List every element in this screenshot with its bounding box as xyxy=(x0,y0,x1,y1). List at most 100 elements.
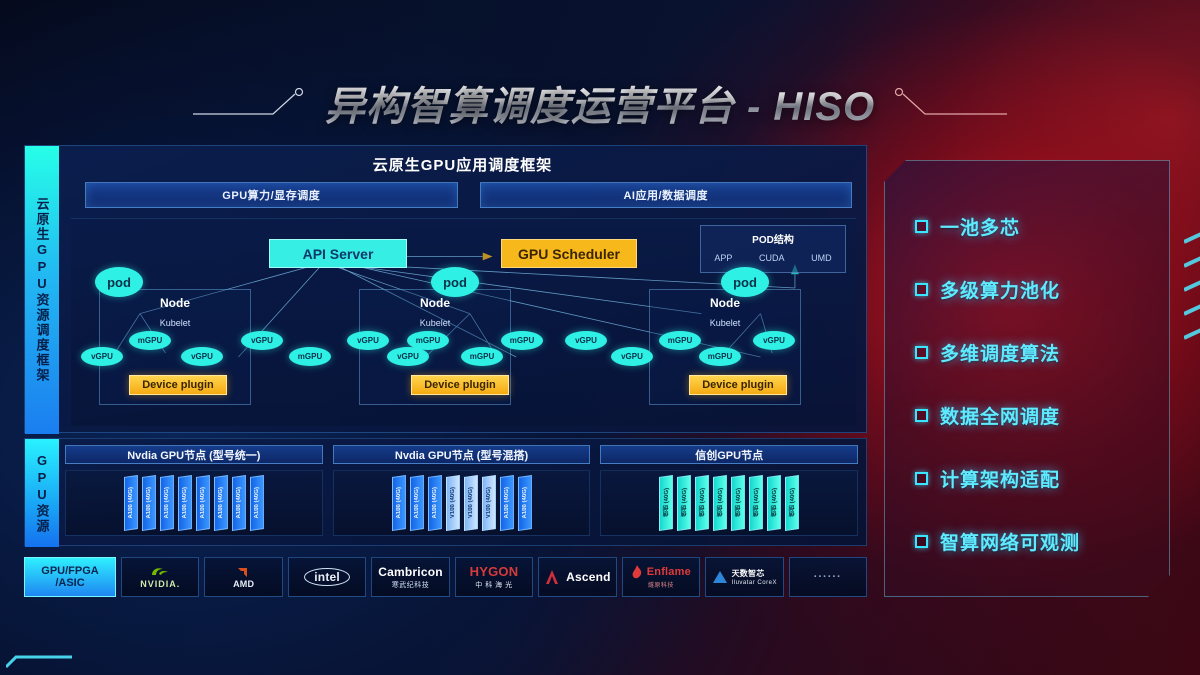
gpu-scheduler-box[interactable]: GPU Scheduler xyxy=(501,239,637,268)
gpu-card: 信创 (40G) xyxy=(695,475,710,531)
mgpu-chip-2-3[interactable]: mGPU xyxy=(461,347,503,366)
checkbox-icon xyxy=(915,472,928,485)
mgpu-chip-3-2[interactable]: mGPU xyxy=(659,331,701,350)
framework-vertical-label: 云原生GPU资源调度框架 xyxy=(25,146,59,434)
cloud-native-framework-panel: 云原生GPU资源调度框架 云原生GPU应用调度框架 GPU算力/显存调度 AI应… xyxy=(24,145,867,434)
gpu-card: A100 (40G) xyxy=(123,475,138,531)
vendor-logo-intel[interactable]: intel xyxy=(287,557,367,597)
vendor-name-intel: intel xyxy=(304,568,350,586)
gpu-card-label: 信创 (40G) xyxy=(699,487,706,518)
gpu-card-label: 信创 (40G) xyxy=(771,487,778,518)
gpu-card-label: A100 (40G) xyxy=(431,486,438,520)
gpu-card-label: A100 (40G) xyxy=(521,486,528,520)
feature-item-3[interactable]: 多维调度算法 xyxy=(915,321,1169,384)
device-plugin-1[interactable]: Device plugin xyxy=(129,375,227,395)
gpu-card-label: A100 (40G) xyxy=(145,486,152,520)
vendor-name-iluvatar: 天数智芯 xyxy=(731,569,765,578)
pod-ellipse-2[interactable]: pod xyxy=(431,267,479,297)
gpu-group-title-3: 信创GPU节点 xyxy=(600,445,859,464)
gpu-card: 信创 (40G) xyxy=(677,475,692,531)
api-server-box[interactable]: API Server xyxy=(269,239,407,268)
feature-highlights-panel: 一池多芯 多级算力池化 多维调度算法 数据全网调度 计算架构适配 智算网络可观测 xyxy=(884,160,1170,597)
vgpu-chip-3-5[interactable]: vGPU xyxy=(753,331,795,350)
gpu-node-groups: Nvdia GPU节点 (型号统一) A100 (40G) A100 (40G) A… xyxy=(65,445,859,539)
vendor-label-line2: /ASIC xyxy=(55,577,85,589)
gpu-card-label: 信创 (40G) xyxy=(717,487,724,518)
gpu-resource-vertical-label: GPU资源 xyxy=(25,439,59,547)
mgpu-chip-1-5[interactable]: mGPU xyxy=(289,347,331,366)
vendor-logo-amd[interactable]: AMD xyxy=(204,557,283,597)
gpu-card: A100 (40G) xyxy=(391,475,406,531)
gpu-card: A100 (40G) xyxy=(499,475,514,531)
vendor-name-cambricon: Cambricon xyxy=(378,564,443,579)
page-title: 异构智算调度运营平台 - HISO xyxy=(325,74,875,132)
gpu-node-group-3: 信创GPU节点 信创 (40G) 信创 (40G) 信创 (40G) 信创 (40G)… xyxy=(600,445,859,539)
vendor-category-label: GPU/FPGA /ASIC xyxy=(24,557,116,597)
mgpu-chip-2-5[interactable]: mGPU xyxy=(501,331,543,350)
nvidia-eye-icon xyxy=(149,566,171,579)
feature-item-5[interactable]: 计算架构适配 xyxy=(915,447,1169,510)
amd-arrow-icon xyxy=(236,566,252,579)
vgpu-chip-2-1[interactable]: vGPU xyxy=(347,331,389,350)
mgpu-chip-3-4[interactable]: mGPU xyxy=(699,347,741,366)
device-plugin-2[interactable]: Device plugin xyxy=(411,375,509,395)
pod-structure-title: POD结构 xyxy=(752,235,794,246)
vendor-logo-cambricon[interactable]: Cambricon 寒武纪科技 xyxy=(371,557,450,597)
feature-label-5: 计算架构适配 xyxy=(940,470,1061,491)
enflame-flame-icon: Enflame xyxy=(631,565,691,579)
gpu-card: 信创 (40G) xyxy=(713,475,728,531)
scheduling-bar-ai[interactable]: AI应用/数据调度 xyxy=(479,182,852,208)
gpu-card: V100 (40G) xyxy=(445,475,460,531)
feature-item-6[interactable]: 智算网络可观测 xyxy=(915,510,1169,573)
vendor-sub-cambricon: 寒武纪科技 xyxy=(391,581,430,589)
gpu-card-label: A100 (40G) xyxy=(217,486,224,520)
vgpu-chip-1-3[interactable]: vGPU xyxy=(181,347,223,366)
vendor-name-enflame: Enflame xyxy=(646,566,691,578)
device-plugin-3[interactable]: Device plugin xyxy=(689,375,787,395)
gpu-card-label: A100 (40G) xyxy=(253,486,260,520)
checkbox-icon xyxy=(915,220,928,233)
gpu-node-group-1: Nvdia GPU节点 (型号统一) A100 (40G) A100 (40G) A… xyxy=(65,445,323,539)
gpu-card: A100 (40G) xyxy=(159,475,174,531)
panel-corner-decoration xyxy=(6,655,72,669)
vgpu-chip-3-1[interactable]: vGPU xyxy=(565,331,607,350)
title-right-decoration xyxy=(889,88,1009,118)
gpu-card: 信创 (40G) xyxy=(785,475,800,531)
feature-label-3: 多维调度算法 xyxy=(940,344,1061,365)
checkbox-icon xyxy=(915,283,928,296)
pod-ellipse-1[interactable]: pod xyxy=(95,267,143,297)
gpu-card-label: 信创 (40G) xyxy=(681,487,688,518)
vendor-logo-nvidia[interactable]: NVIDIA. xyxy=(121,557,200,597)
vendor-name-more: ······ xyxy=(813,571,842,583)
vgpu-chip-1-1[interactable]: vGPU xyxy=(81,347,123,366)
gpu-card-label: A100 (40G) xyxy=(127,486,134,520)
gpu-group-title-2: Nvdia GPU节点 (型号混搭) xyxy=(332,445,591,464)
vendor-logo-enflame[interactable]: Enflame 燧原科技 xyxy=(621,557,701,597)
pod-ellipse-3[interactable]: pod xyxy=(721,267,769,297)
mgpu-chip-2-2[interactable]: mGPU xyxy=(407,331,449,350)
kubelet-label-2: Kubelet xyxy=(419,318,451,328)
gpu-card-label: A100 (40G) xyxy=(235,486,242,520)
vendor-logo-more[interactable]: ······ xyxy=(788,557,867,597)
feature-item-4[interactable]: 数据全网调度 xyxy=(915,384,1169,447)
vendor-logo-iluvatar[interactable]: 天数智芯 Iluvatar CoreX xyxy=(705,557,784,597)
gpu-card: A100 (40G) xyxy=(213,475,228,531)
vgpu-chip-1-4[interactable]: vGPU xyxy=(241,331,283,350)
gpu-card-shelf-3: 信创 (40G) 信创 (40G) 信创 (40G) 信创 (40G) 信创 (40G)… xyxy=(600,470,859,536)
scheduling-bar-gpu[interactable]: GPU算力/显存调度 xyxy=(85,182,458,208)
gpu-card: A100 (40G) xyxy=(195,475,210,531)
vendor-logo-ascend[interactable]: Ascend xyxy=(538,557,617,597)
gpu-card: 信创 (40G) xyxy=(731,475,746,531)
vgpu-chip-3-3[interactable]: vGPU xyxy=(611,347,653,366)
vendor-sub-enflame: 燧原科技 xyxy=(647,583,674,589)
iluvatar-mountain-icon: 天数智芯 Iluvatar CoreX xyxy=(712,568,777,586)
title-left-decoration xyxy=(191,88,311,118)
vendor-logo-hygon[interactable]: HYGON 中 科 海 光 xyxy=(454,557,534,597)
vgpu-chip-2-4[interactable]: vGPU xyxy=(387,347,429,366)
framework-title: 云原生GPU应用调度框架 xyxy=(372,157,553,174)
mgpu-chip-1-2[interactable]: mGPU xyxy=(129,331,171,350)
feature-item-2[interactable]: 多级算力池化 xyxy=(915,258,1169,321)
node-title-1: Node xyxy=(160,296,190,310)
gpu-card-label: 信创 (40G) xyxy=(663,487,670,518)
feature-item-1[interactable]: 一池多芯 xyxy=(915,195,1169,258)
